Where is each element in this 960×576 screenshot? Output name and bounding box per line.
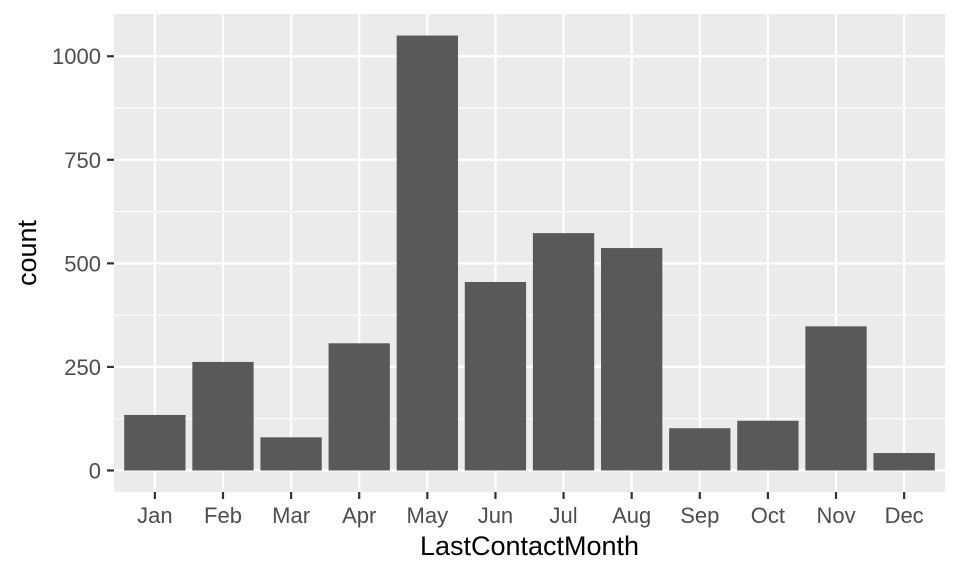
x-tick-label: Nov (816, 503, 855, 528)
bar-dec (873, 453, 935, 471)
y-tick-label: 0 (89, 458, 101, 483)
x-tick-label: May (407, 503, 449, 528)
bar-aug (601, 248, 663, 471)
x-tick-label: Jan (137, 503, 172, 528)
x-axis: Jan Feb Mar Apr May Jun Jul Aug Sep Oct Nov Dec (137, 492, 924, 528)
x-tick-label: Feb (204, 503, 242, 528)
x-tick-label: Apr (342, 503, 376, 528)
bar-nov (805, 326, 867, 471)
y-tick-label: 750 (64, 148, 101, 173)
bar-sep (669, 428, 731, 471)
bar-jul (532, 233, 595, 471)
x-tick-label: Dec (885, 503, 924, 528)
bar-jun (464, 281, 527, 471)
bar-oct (737, 420, 799, 471)
bar-apr (328, 343, 390, 471)
bars (124, 35, 935, 471)
bar-feb (192, 361, 254, 471)
bar-jan (124, 414, 186, 471)
x-tick-label: Aug (612, 503, 651, 528)
y-tick-label: 250 (64, 355, 101, 380)
x-tick-label: Jul (549, 503, 577, 528)
y-axis-title: count (12, 219, 42, 286)
y-axis: 0 250 500 750 1000 (52, 44, 114, 483)
x-tick-label: Mar (272, 503, 310, 528)
x-tick-label: Oct (751, 503, 785, 528)
x-tick-label: Jun (478, 503, 513, 528)
y-tick-label: 1000 (52, 44, 101, 69)
x-tick-label: Sep (680, 503, 719, 528)
y-tick-label: 500 (64, 251, 101, 276)
bar-mar (260, 437, 322, 471)
bar-may (396, 35, 458, 471)
x-axis-title: LastContactMonth (420, 531, 639, 561)
